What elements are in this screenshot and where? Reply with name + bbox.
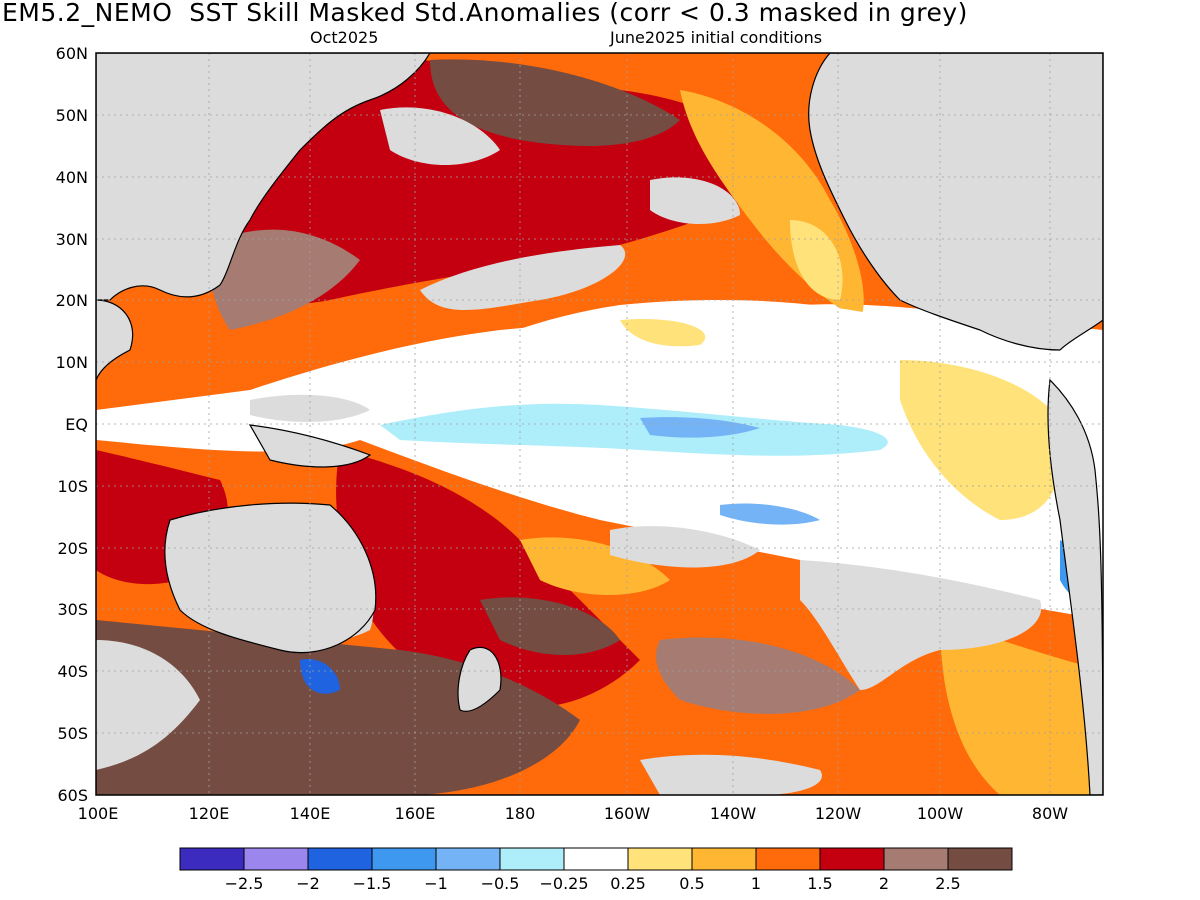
colorbar-swatch (371, 847, 437, 871)
lon-label: 80W (1032, 804, 1068, 823)
lat-label: 50N (56, 106, 88, 125)
forecast-month-label: Oct2025 (310, 28, 379, 47)
graticule (96, 53, 1103, 795)
lat-label: 40S (57, 662, 88, 681)
lat-label: 30S (57, 600, 88, 619)
colorbar-swatch (563, 847, 629, 871)
east-equatorial-yellow (900, 360, 1063, 520)
southern-ocean-brown (96, 620, 580, 795)
lon-label: 160W (604, 804, 651, 823)
colorbar-swatch (627, 847, 693, 871)
south-orange-patch (520, 537, 670, 595)
colorbar-swatch (307, 847, 373, 871)
colorbar-swatch (691, 847, 757, 871)
colorbar-swatch (499, 847, 565, 871)
equatorial-cool-band (380, 403, 888, 456)
lon-label: 100W (917, 804, 964, 823)
colorbar-tick-label: −0.25 (539, 874, 588, 893)
southeast-orange (940, 620, 1103, 795)
colorbar-swatch (947, 847, 1013, 871)
lon-label: 140W (710, 804, 757, 823)
lon-label: 180 (505, 804, 536, 823)
colorbar-swatch (243, 847, 309, 871)
new-guinea-land (248, 424, 372, 468)
lat-label: 30N (56, 230, 88, 249)
west-pacific-patch (211, 229, 360, 330)
lat-label: 60S (57, 786, 88, 805)
lat-label: 10S (57, 477, 88, 496)
equatorial-blue-patch (640, 417, 760, 438)
lat-label: 10N (56, 353, 88, 372)
south-america-land (1047, 378, 1103, 795)
colorbar-tick-label: 1 (751, 874, 761, 893)
indochina-land (96, 299, 134, 381)
colorbar: −2.5 −2 −1.5 −1 −0.5 −0.25 0.25 0.5 1 1.5 2 2.5 (179, 847, 1013, 893)
south-brown-patch (480, 597, 620, 655)
colorbar-tick-label: 0.25 (610, 874, 646, 893)
colorbar-tick-label: −1.5 (353, 874, 392, 893)
northeast-yellow (790, 220, 843, 300)
lon-label: 100E (78, 804, 119, 823)
colorbar-tick-label: −2.5 (225, 874, 264, 893)
lon-label: 140E (290, 804, 331, 823)
colorbar-swatch (755, 847, 821, 871)
colorbar-tick-label: −0.5 (481, 874, 520, 893)
southeast-brown-patch (656, 637, 860, 714)
lat-label: 50S (57, 724, 88, 743)
landmasses (96, 53, 1103, 795)
lat-label: EQ (65, 415, 88, 434)
colorbar-tick-label: −1 (424, 874, 448, 893)
lat-label: 40N (56, 168, 88, 187)
colorbar-tick-label: −2 (296, 874, 320, 893)
colorbar-swatch (819, 847, 885, 871)
colorbar-swatch (179, 847, 245, 871)
plot-frame (95, 52, 1104, 796)
map-title: EM5.2_NEMO SST Skill Masked Std.Anomalie… (2, 0, 968, 27)
lat-label: 20N (56, 291, 88, 310)
colorbar-tick-label: 1.5 (807, 874, 832, 893)
colorbar-tick-label: 2.5 (935, 874, 960, 893)
tasman-blue-patch (300, 659, 340, 694)
anomaly-field (96, 53, 1103, 795)
north-brown-patch (430, 59, 680, 146)
lon-label: 160E (395, 804, 436, 823)
central-yellow-patch (620, 319, 706, 347)
new-zealand-land (457, 646, 502, 712)
australia-land (164, 502, 377, 654)
colorbar-swatch (883, 847, 949, 871)
lat-label: 60N (56, 44, 88, 63)
colorbar-tick-label: 2 (879, 874, 889, 893)
asia-land (96, 53, 431, 301)
latitude-labels: 60N 50N 40N 30N 20N 10N EQ 10S 20S 30S 4… (56, 44, 88, 805)
initial-conditions-label: June2025 initial conditions (610, 28, 823, 47)
longitude-labels: 100E 120E 140E 160E 180 160W 140W 120W 1… (78, 804, 1069, 823)
lon-label: 120W (815, 804, 862, 823)
colorbar-swatch (435, 847, 501, 871)
southeast-blue-patch (720, 503, 820, 525)
colorbar-tick-label: 0.5 (679, 874, 704, 893)
lon-label: 120E (189, 804, 230, 823)
lat-label: 20S (57, 539, 88, 558)
